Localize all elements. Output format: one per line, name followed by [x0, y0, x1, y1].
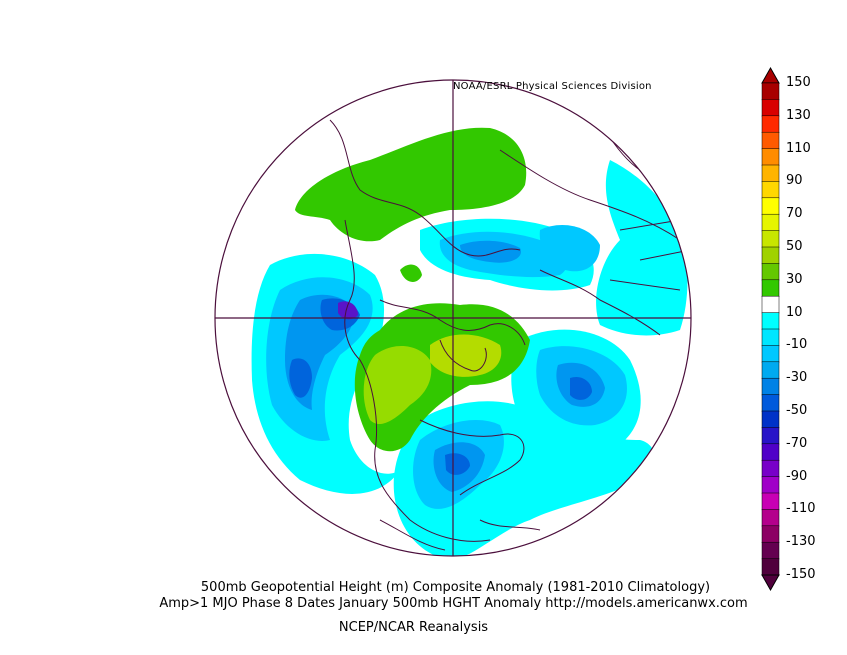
- colorbar-swatch: [761, 115, 780, 133]
- colorbar-label: 30: [786, 271, 803, 287]
- colorbar-label: 110: [786, 140, 811, 156]
- blue-atlantic-deep: [570, 376, 592, 400]
- colorbar-label: -90: [786, 468, 808, 484]
- caption-line-1: 500mb Geopotential Height (m) Composite …: [200, 580, 711, 595]
- colorbar-swatch: [761, 525, 780, 543]
- blue-pacific-low: [338, 301, 358, 320]
- colorbar-swatch: [761, 410, 780, 429]
- caption-line-3: NCEP/NCAR Reanalysis: [338, 620, 489, 635]
- credit-label: NOAA/ESRL Physical Sciences Division: [453, 81, 652, 92]
- colorbar-label: 50: [786, 239, 803, 254]
- map-boundary: [214, 79, 692, 557]
- colorbar-label: 70: [786, 206, 803, 222]
- colorbar-swatch: [761, 279, 780, 297]
- caption-line-2: Amp>1 MJO Phase 8 Dates January 500mb HG…: [159, 596, 748, 611]
- colorbar-swatch: [761, 459, 780, 478]
- positive-anomaly-asia: [295, 127, 527, 242]
- colorbar-label: -110: [786, 501, 816, 517]
- colorbar-label: -50: [786, 403, 808, 418]
- coastlines: [329, 119, 691, 551]
- colorbar-label: -130: [786, 534, 816, 550]
- colorbar-label: -10: [786, 337, 808, 353]
- colorbar-label: -150: [786, 567, 816, 582]
- colorbar-top-arrow: [761, 66, 780, 84]
- colorbar-swatch: [761, 509, 780, 527]
- colorbar-swatch: [761, 246, 780, 265]
- colorbar-swatch: [761, 213, 780, 232]
- colorbar-swatch: [761, 148, 780, 166]
- blue-north-america-deep: [445, 453, 470, 475]
- colorbar-swatch: [761, 541, 780, 560]
- blue-arctic-inner: [460, 240, 521, 263]
- colorbar-label: -30: [786, 370, 808, 386]
- colorbar-swatch: [761, 230, 780, 248]
- colorbar-swatch: [761, 345, 780, 363]
- colorbar-swatch: [761, 476, 780, 494]
- colorbar-swatch: [761, 427, 780, 445]
- colorbar-swatch: [761, 295, 780, 314]
- colorbar-swatch: [761, 181, 780, 199]
- negative-anomaly-east-atlantic: [596, 160, 688, 336]
- colorbar-swatch: [761, 82, 780, 101]
- colorbar-label: 10: [786, 304, 803, 320]
- colorbar-label: 130: [786, 107, 811, 123]
- colorbar-swatch: [761, 164, 780, 183]
- colorbar-swatch: [761, 361, 780, 379]
- positive-anomaly-hudson: [430, 334, 502, 377]
- colorbar-swatch: [761, 312, 780, 330]
- colorbar-swatch: [761, 377, 780, 396]
- blue-pacific-south: [289, 358, 312, 398]
- colorbar-label: 90: [786, 173, 803, 189]
- positive-anomaly-alaska-west: [363, 345, 432, 425]
- colorbar-label: -70: [786, 435, 808, 451]
- colorbar-swatch: [761, 443, 780, 461]
- colorbar-swatch: [761, 492, 780, 511]
- colorbar-swatch: [761, 99, 780, 117]
- colorbar-swatch: [761, 263, 780, 281]
- positive-anomaly-siberia-small: [400, 264, 422, 282]
- colorbar-swatch: [761, 131, 780, 150]
- blue-europe: [539, 225, 600, 272]
- colorbar-swatch: [761, 558, 780, 576]
- colorbar-swatch: [761, 328, 780, 347]
- colorbar-label: 150: [786, 75, 811, 90]
- anomaly-shading: [215, 80, 691, 556]
- colorbar-swatch: [761, 197, 780, 215]
- colorbar-bottom-arrow: [761, 574, 780, 592]
- colorbar-swatch: [761, 394, 780, 412]
- colorbar: [761, 66, 780, 592]
